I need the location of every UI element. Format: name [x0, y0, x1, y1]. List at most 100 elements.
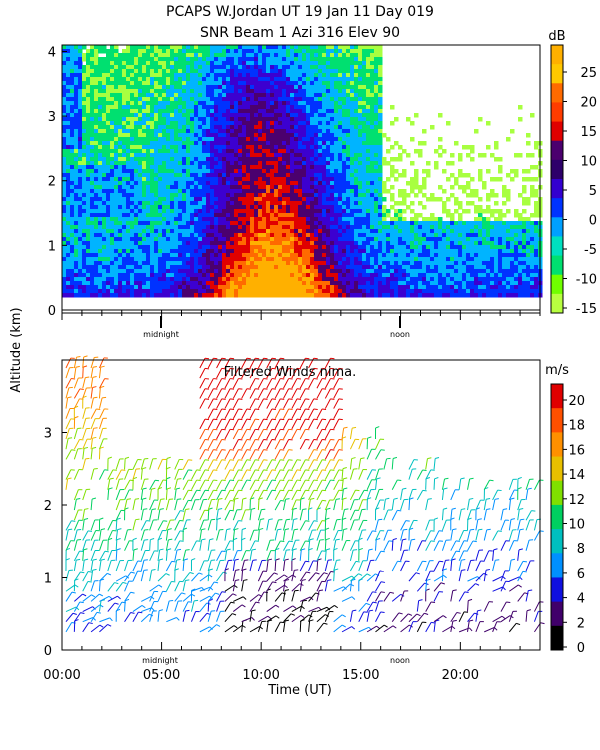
snr-cell: [126, 285, 131, 290]
snr-cell: [230, 237, 235, 242]
snr-cell: [166, 93, 171, 98]
snr-cell: [166, 265, 171, 270]
snr-cell: [194, 229, 199, 234]
snr-cell: [158, 293, 163, 298]
snr-cell: [174, 293, 179, 298]
snr-cell: [314, 121, 319, 126]
snr-cell: [302, 249, 307, 254]
snr-cell: [374, 73, 379, 78]
snr-cell: [334, 189, 339, 194]
snr-cell: [86, 145, 91, 150]
snr-cell: [174, 213, 179, 218]
snr-cell: [162, 225, 167, 230]
snr-cell: [158, 253, 163, 258]
snr-cell: [282, 205, 287, 210]
snr-cell: [246, 141, 251, 146]
snr-cell: [206, 245, 211, 250]
snr-cell: [354, 177, 359, 182]
snr-cell: [182, 193, 187, 198]
snr-cell: [374, 69, 379, 74]
snr-cell: [150, 109, 155, 114]
snr-cell: [310, 85, 315, 90]
snr-cell: [226, 213, 231, 218]
snr-cell: [370, 181, 375, 186]
snr-cell: [94, 189, 99, 194]
snr-cell: [114, 101, 119, 106]
snr-cell: [194, 217, 199, 222]
snr-cell: [138, 113, 143, 118]
snr-cell: [262, 169, 267, 174]
snr-cell: [134, 237, 139, 242]
snr-cell: [154, 129, 159, 134]
snr-cell: [362, 281, 367, 286]
snr-cell: [266, 81, 271, 86]
snr-cell: [178, 277, 183, 282]
snr-cell: [302, 221, 307, 226]
snr-cell: [182, 197, 187, 202]
snr-cell: [242, 49, 247, 54]
snr-cell: [258, 221, 263, 226]
snr-cell: [142, 153, 147, 158]
snr-cell: [98, 145, 103, 150]
snr-cell: [302, 121, 307, 126]
snr-cell: [350, 169, 355, 174]
snr-cell: [166, 173, 171, 178]
snr-cell: [214, 93, 219, 98]
snr-cell: [118, 273, 123, 278]
snr-cell: [370, 161, 375, 166]
snr-cell: [250, 265, 255, 270]
snr-cell: [78, 85, 83, 90]
snr-cell: [142, 85, 147, 90]
snr-cell: [154, 189, 159, 194]
snr-cell: [118, 217, 123, 222]
snr-cell: [302, 105, 307, 110]
snr-cell: [238, 77, 243, 82]
snr-cell: [254, 293, 259, 298]
snr-cell: [214, 169, 219, 174]
snr-cell: [338, 237, 343, 242]
snr-cell: [374, 281, 379, 286]
snr-cell: [318, 273, 323, 278]
snr-cell: [126, 113, 131, 118]
snr-cell: [154, 101, 159, 106]
snr-cell: [334, 241, 339, 246]
snr-cell: [66, 181, 71, 186]
snr-cell: [318, 137, 323, 142]
snr-cell: [358, 45, 363, 50]
snr-cell: [102, 233, 107, 238]
snr-cell: [286, 233, 291, 238]
snr-cell: [130, 293, 135, 298]
snr-cell: [358, 137, 363, 142]
snr-cell: [250, 273, 255, 278]
snr-cell: [262, 153, 267, 158]
snr-cell: [226, 229, 231, 234]
snr-cell: [62, 233, 67, 238]
snr-cell: [206, 289, 211, 294]
snr-cell: [294, 129, 299, 134]
snr-cell: [342, 181, 347, 186]
snr-cell: [174, 137, 179, 142]
snr-cell: [82, 257, 87, 262]
snr-cell: [210, 241, 215, 246]
snr-cell: [70, 149, 75, 154]
snr-cell: [366, 273, 371, 278]
snr-cell: [70, 173, 75, 178]
snr-cell: [150, 121, 155, 126]
snr-cell: [138, 261, 143, 266]
snr-cell: [354, 249, 359, 254]
snr-cell: [254, 237, 259, 242]
snr-cell: [302, 201, 307, 206]
snr-cell: [374, 105, 379, 110]
snr-cell: [322, 61, 327, 66]
snr-cell: [82, 189, 87, 194]
snr-cell: [366, 81, 371, 86]
snr-cell: [250, 81, 255, 86]
snr-cell: [114, 261, 119, 266]
snr-cell: [74, 177, 79, 182]
snr-cell: [198, 185, 203, 190]
snr-cell: [270, 109, 275, 114]
snr-cell: [254, 113, 259, 118]
snr-cell: [334, 205, 339, 210]
snr-cell: [330, 229, 335, 234]
snr-cell: [154, 85, 159, 90]
